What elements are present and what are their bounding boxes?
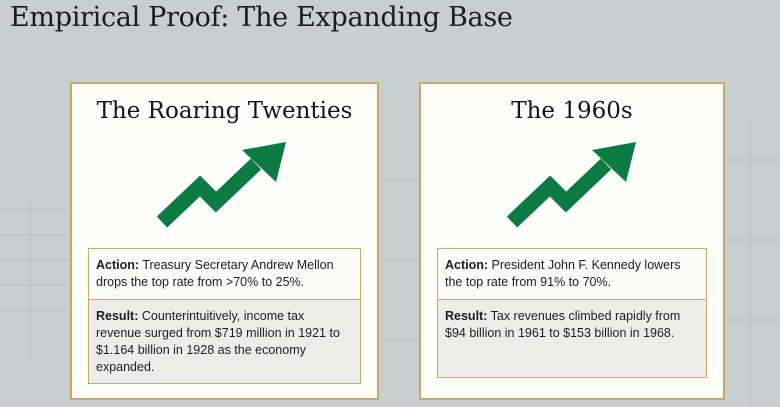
action-text: President John F. Kennedy lowers the top…	[445, 258, 681, 289]
card-title: The Roaring Twenties	[96, 98, 353, 124]
card-1960s: The 1960s Action: President John F. Kenn…	[419, 82, 725, 400]
card-roaring-twenties: The Roaring Twenties Action: Treasury Se…	[70, 82, 379, 400]
action-label: Action:	[96, 258, 140, 272]
action-box: Action: Treasury Secretary Andrew Mellon…	[88, 248, 361, 300]
slide-title: Empirical Proof: The Expanding Base	[10, 2, 513, 33]
result-box: Result: Tax revenues climbed rapidly fro…	[437, 300, 707, 378]
result-box: Result: Counterintuitively, income tax r…	[88, 300, 361, 384]
result-text: Tax revenues climbed rapidly from $94 bi…	[445, 309, 681, 340]
result-label: Result:	[445, 309, 488, 323]
action-box: Action: President John F. Kennedy lowers…	[437, 248, 707, 300]
result-text: Counterintuitively, income tax revenue s…	[96, 309, 340, 374]
action-label: Action:	[445, 258, 489, 272]
action-text: Treasury Secretary Andrew Mellon drops t…	[96, 258, 334, 289]
result-label: Result:	[96, 309, 139, 323]
rising-trend-arrow-icon	[156, 142, 286, 228]
rising-trend-arrow-icon	[506, 142, 636, 228]
card-title: The 1960s	[511, 98, 633, 124]
background-ledger-image	[0, 120, 780, 407]
